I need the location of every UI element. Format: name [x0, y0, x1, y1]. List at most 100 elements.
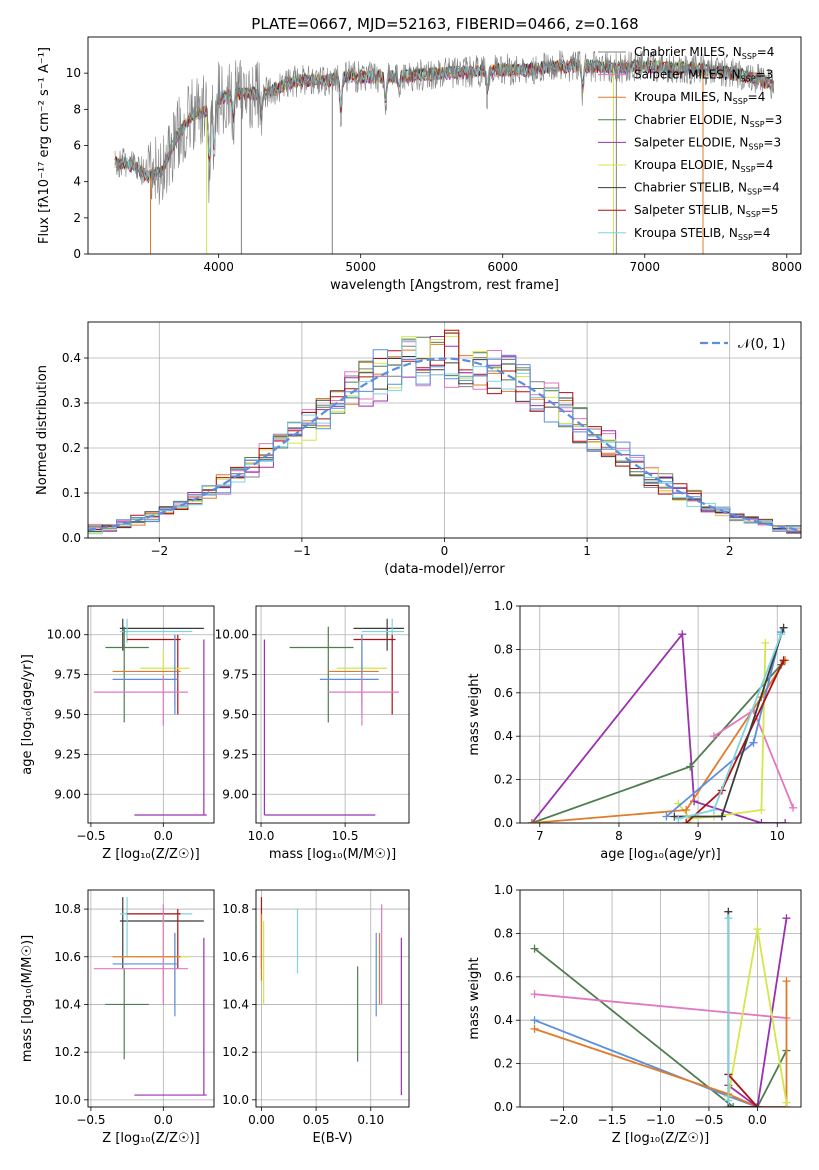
y-tick-label: 0 — [73, 247, 81, 261]
point-blue — [112, 932, 178, 1017]
point-darkred — [127, 909, 181, 969]
legend-entry: Kroupa MILES, NSSP=4 — [634, 90, 765, 106]
y-tick-label: 9.50 — [222, 708, 249, 722]
y-tick-label: 0.6 — [494, 686, 513, 700]
plot-area — [88, 606, 214, 823]
y-tick-label: 0.8 — [494, 926, 513, 940]
axes-frame — [519, 605, 802, 824]
y-tick-label: 9.75 — [54, 668, 81, 682]
x-axis-label: mass [log₁₀(M/M☉)] — [269, 847, 396, 862]
legend-entry: Salpeter STELIB, NSSP=5 — [634, 203, 778, 219]
x-tick-label: −1.0 — [646, 1113, 675, 1127]
x-axis-label: Z [log₁₀(Z/Z☉)] — [102, 847, 199, 862]
y-tick-label: 0.0 — [62, 531, 81, 545]
series-marker — [782, 914, 791, 923]
x-tick-label: 8 — [615, 829, 623, 843]
y-axis-label: mass [log₁₀(M/M☉)] — [20, 935, 35, 1062]
y-tick-label: 0.3 — [62, 396, 81, 410]
point-darkgreen — [289, 626, 354, 723]
point-darkred — [127, 634, 181, 715]
legend-entry: Chabrier STELIB, NSSP=4 — [634, 181, 780, 197]
y-tick-label: 10.4 — [54, 997, 81, 1011]
series-marker — [781, 819, 790, 823]
series-darkgreen — [533, 947, 788, 1107]
y-tick-label: 10.00 — [215, 628, 249, 642]
series-purple — [531, 631, 786, 823]
series-marker — [779, 623, 788, 632]
y-tick-label: 0.8 — [494, 642, 513, 656]
y-tick-label: 9.25 — [222, 747, 249, 761]
series-marker — [682, 819, 691, 823]
axes-frame — [255, 605, 410, 824]
plot-area — [114, 50, 775, 254]
x-tick-label: 5000 — [345, 260, 376, 274]
y-tick-label: 0.4 — [494, 1013, 513, 1027]
y-tick-label: 1.0 — [494, 599, 513, 613]
series-marker — [753, 1103, 762, 1107]
y-tick-label: 6 — [73, 139, 81, 153]
y-tick-label: 9.75 — [222, 668, 249, 682]
legend-entry: Salpeter MILES, NSSP=3 — [634, 68, 773, 84]
point-darkgreen — [105, 968, 149, 1060]
plot-area — [256, 606, 409, 823]
axes-frame — [255, 889, 410, 1108]
axes-frame — [87, 889, 215, 1108]
y-tick-label: 10.8 — [54, 902, 81, 916]
series-marker — [530, 990, 539, 999]
legend-entry: Chabrier ELODIE, NSSP=3 — [634, 113, 782, 129]
x-tick-label: 6000 — [487, 260, 518, 274]
x-tick-label: 1 — [583, 544, 591, 558]
x-tick-label: 8000 — [772, 260, 803, 274]
figure-title: PLATE=0667, MJD=52163, FIBERID=0466, z=0… — [251, 15, 638, 33]
point-cyan — [119, 618, 193, 643]
x-tick-label: 2 — [726, 544, 734, 558]
x-axis-label: E(B-V) — [312, 1131, 352, 1146]
y-tick-label: 10.2 — [54, 1045, 81, 1059]
legend-entry: Salpeter ELODIE, NSSP=3 — [634, 135, 781, 151]
data-spectrum — [114, 50, 774, 205]
y-tick-label: 0.1 — [62, 486, 81, 500]
axes-spectrum: 4000 5000 6000 7000 8000 0 2 4 6 8 10 wavelength [A… — [37, 36, 803, 293]
point-purple — [134, 937, 207, 1096]
series-marker — [527, 819, 536, 823]
series-marker — [530, 1024, 539, 1033]
point-purple — [134, 639, 207, 816]
series-marker — [724, 914, 733, 923]
series-marker — [782, 1098, 791, 1107]
point-lime — [140, 650, 190, 694]
x-tick-label: 10 — [770, 829, 785, 843]
series-pink — [534, 993, 787, 1019]
x-axis-label: wavelength [Angstrom, rest frame] — [330, 278, 559, 293]
y-tick-label: 0.4 — [494, 729, 513, 743]
series-marker — [686, 762, 695, 771]
axes-frame — [87, 605, 215, 824]
x-tick-label: −1 — [293, 544, 311, 558]
y-tick-label: 10.2 — [222, 1045, 249, 1059]
y-tick-label: 0.4 — [62, 351, 81, 365]
plot-area — [256, 890, 409, 1107]
y-axis-label: mass weight — [467, 673, 482, 755]
x-tick-label: 10.5 — [332, 829, 359, 843]
legend-entry: Kroupa STELIB, NSSP=4 — [634, 226, 771, 242]
x-tick-label: −0.5 — [76, 829, 105, 843]
y-axis-label: mass weight — [467, 957, 482, 1039]
y-tick-label: 0.0 — [494, 816, 513, 830]
x-tick-label: −0.5 — [76, 1113, 105, 1127]
series-purple — [727, 918, 788, 1107]
series-marker — [782, 977, 791, 986]
series-marker — [662, 812, 671, 821]
x-tick-label: 0.0 — [748, 1113, 767, 1127]
y-tick-label: 0.0 — [494, 1100, 513, 1114]
series-marker — [753, 925, 762, 934]
x-axis-label: age [log₁₀(age/yr)] — [600, 847, 721, 862]
point-cyan — [119, 897, 193, 957]
plot-area — [88, 322, 801, 538]
plot-area — [520, 606, 801, 823]
x-tick-label: 0.00 — [248, 1113, 275, 1127]
series-marker — [729, 1103, 738, 1107]
series-marker — [724, 1096, 733, 1105]
legend-entry: Chabrier MILES, NSSP=4 — [634, 45, 774, 61]
series-marker — [709, 732, 718, 741]
y-tick-label: 10.4 — [222, 997, 249, 1011]
x-tick-label: 0.05 — [303, 1113, 330, 1127]
